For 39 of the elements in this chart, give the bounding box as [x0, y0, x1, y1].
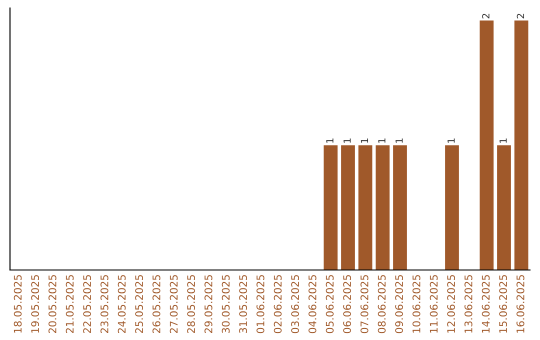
- x-tick-label: 23.05.2025: [100, 275, 108, 334]
- x-tick-label: 25.05.2025: [135, 275, 144, 334]
- x-tick-label: 16.06.2025: [516, 275, 524, 333]
- x-tick-label: 26.05.2025: [152, 275, 160, 334]
- x-tick-label: 28.05.2025: [187, 275, 196, 334]
- x-tick-label: 13.06.2025: [464, 275, 472, 333]
- data-label: 2: [516, 14, 524, 18]
- x-tick-label: 30.05.2025: [222, 275, 230, 334]
- x-tick-label: 04.06.2025: [308, 275, 316, 334]
- x-tick-label: 09.06.2025: [395, 275, 404, 334]
- x-tick-label: 02.06.2025: [274, 275, 282, 334]
- data-label: 2: [482, 14, 490, 18]
- data-label: 1: [500, 138, 507, 143]
- data-label: 1: [448, 138, 455, 143]
- data-label: 1: [396, 138, 403, 143]
- x-tick-label: 12.06.2025: [447, 275, 456, 333]
- x-tick-label: 01.06.2025: [256, 275, 264, 334]
- x-tick-label: 15.06.2025: [499, 275, 508, 333]
- x-tick-label: 29.05.2025: [204, 275, 212, 334]
- x-tick-label: 03.06.2025: [291, 275, 300, 334]
- x-tick-label: 14.06.2025: [482, 275, 490, 333]
- x-tick-label: 19.05.2025: [31, 275, 40, 333]
- data-label: 1: [360, 138, 368, 143]
- data-label: 1: [378, 138, 386, 143]
- data-label: 1: [344, 138, 351, 143]
- x-tick-label: 20.05.2025: [48, 275, 56, 334]
- x-tick-label: 07.06.2025: [360, 275, 368, 334]
- x-tick-label: 06.06.2025: [343, 275, 352, 334]
- x-tick-label: 05.06.2025: [326, 275, 334, 334]
- x-tick-label: 24.05.2025: [118, 275, 126, 334]
- x-tick-label: 31.05.2025: [239, 275, 248, 334]
- x-tick-label: 08.06.2025: [378, 275, 386, 334]
- x-tick-label: 10.06.2025: [412, 275, 420, 333]
- x-tick-label: 22.05.2025: [83, 275, 92, 334]
- x-tick-label: 27.05.2025: [170, 275, 178, 334]
- x-tick-label: 21.05.2025: [66, 275, 74, 334]
- data-label: 1: [326, 138, 334, 143]
- x-tick-label: 11.06.2025: [430, 275, 438, 333]
- x-tick-label: 18.05.2025: [14, 275, 22, 333]
